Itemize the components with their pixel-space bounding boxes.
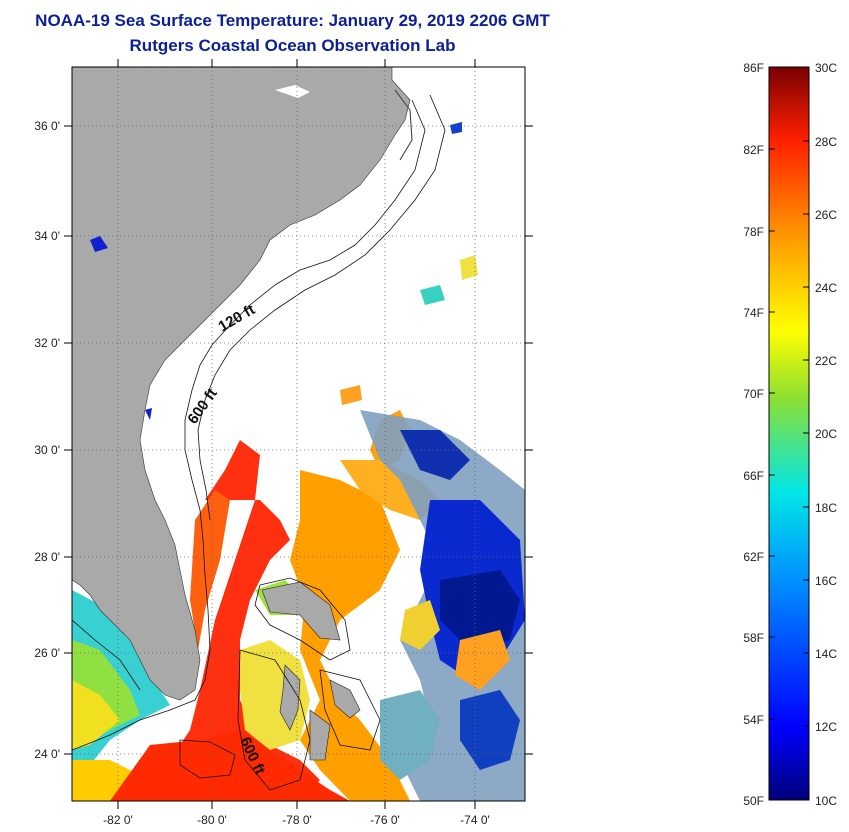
colorbar-f-label: 78F	[743, 225, 764, 239]
lat-tick-label: 32 0'	[34, 336, 60, 350]
land-mass	[72, 67, 411, 701]
lat-tick-label: 24 0'	[34, 747, 60, 761]
colorbar-f-label: 86F	[743, 61, 764, 75]
bahamas-islands	[261, 581, 361, 761]
lat-tick-label: 36 0'	[34, 119, 60, 133]
lon-tick-label: -76 0'	[370, 813, 400, 827]
colorbar-f-label: 62F	[743, 550, 764, 564]
colorbar-c-label: 22C	[815, 354, 837, 368]
colorbar-ticks	[769, 140, 809, 727]
colorbar-c-label: 18C	[815, 501, 837, 515]
map-border	[71, 66, 526, 802]
colorbar-c-label: 20C	[815, 427, 837, 441]
lon-tick-label: -74 0'	[460, 813, 490, 827]
sst-map-layer	[72, 67, 525, 801]
bathymetry-contours	[72, 94, 446, 791]
lat-tick-label: 34 0'	[34, 229, 60, 243]
colorbar-f-label: 58F	[743, 631, 764, 645]
lat-tick-label: 26 0'	[34, 646, 60, 660]
colorbar-f-label: 70F	[743, 387, 764, 401]
colorbar-f-label: 50F	[743, 794, 764, 808]
colorbar-f-label: 66F	[743, 469, 764, 483]
lon-tick-label: -78 0'	[282, 813, 312, 827]
lat-tick-label: 28 0'	[34, 550, 60, 564]
lon-tick-label: -80 0'	[197, 813, 227, 827]
colorbar-c-label: 28C	[815, 135, 837, 149]
colorbar-c-label: 24C	[815, 281, 837, 295]
colorbar-f-label: 54F	[743, 713, 764, 727]
sst-colorbar	[768, 66, 810, 801]
map-title: NOAA-19 Sea Surface Temperature: January…	[35, 11, 550, 30]
colorbar-c-label: 10C	[815, 794, 837, 808]
map-ticks	[64, 59, 533, 809]
colorbar-c-label: 26C	[815, 208, 837, 222]
colorbar-c-label: 14C	[815, 647, 837, 661]
colorbar-f-label: 74F	[743, 306, 764, 320]
colorbar-c-label: 12C	[815, 720, 837, 734]
colorbar-f-label: 82F	[743, 143, 764, 157]
colorbar-c-label: 30C	[815, 61, 837, 75]
lon-tick-label: -82 0'	[103, 813, 133, 827]
lat-tick-label: 30 0'	[34, 443, 60, 457]
map-subtitle: Rutgers Coastal Ocean Observation Lab	[129, 36, 456, 55]
colorbar-c-label: 16C	[815, 574, 837, 588]
